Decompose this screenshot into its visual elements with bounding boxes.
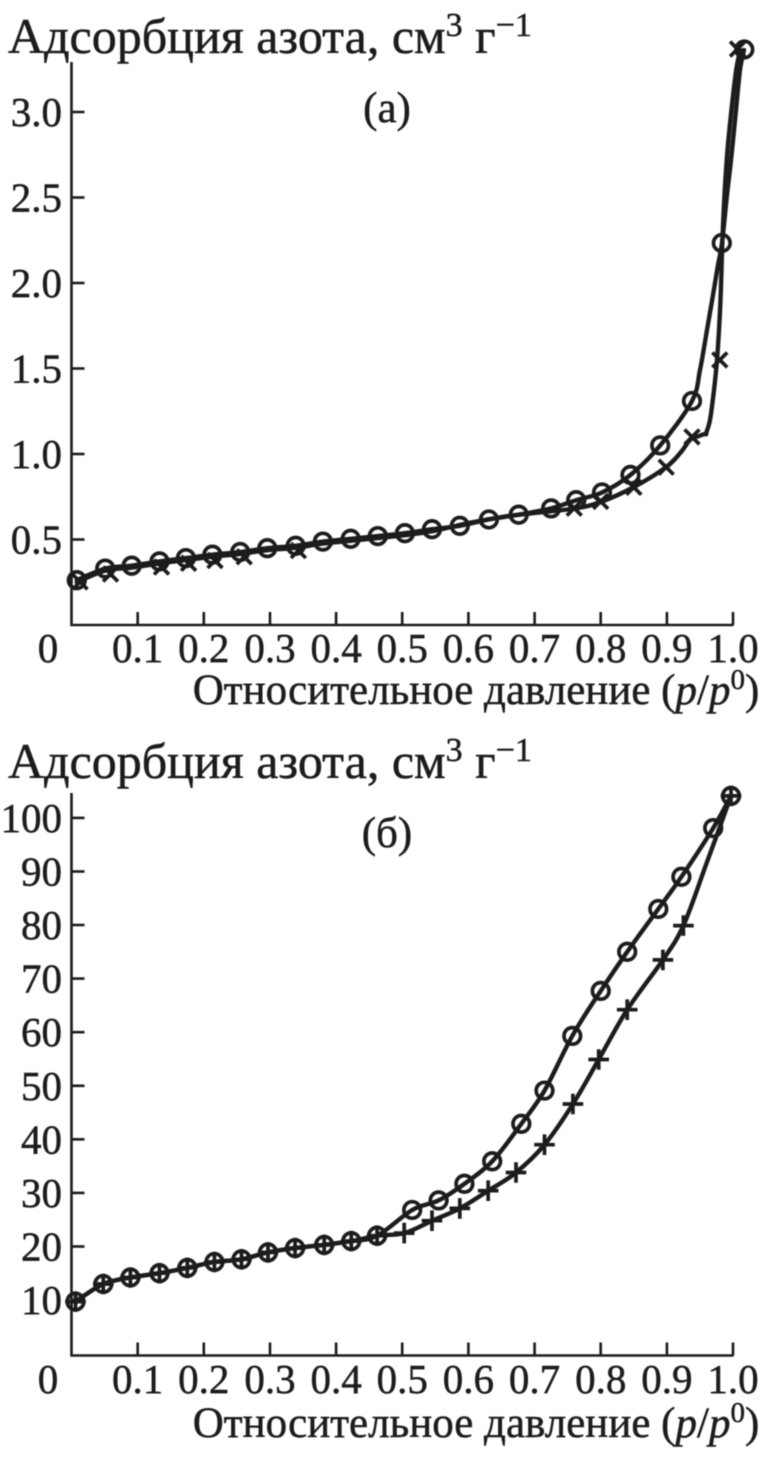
svg-text:10: 10	[21, 1277, 62, 1323]
svg-text:0.6: 0.6	[443, 625, 494, 671]
svg-text:0.9: 0.9	[641, 625, 692, 671]
svg-text:0.6: 0.6	[443, 1356, 494, 1402]
svg-text:90: 90	[21, 848, 62, 894]
svg-text:Адсорбция азота, см3 г−1: Адсорбция азота, см3 г−1	[8, 732, 532, 789]
svg-text:0.3: 0.3	[244, 625, 295, 671]
svg-text:70: 70	[21, 956, 62, 1002]
svg-text:0.5: 0.5	[377, 1356, 428, 1402]
svg-text:0.5: 0.5	[377, 625, 428, 671]
svg-text:Адсорбция азота, см3 г−1: Адсорбция азота, см3 г−1	[8, 7, 532, 64]
svg-text:0: 0	[38, 1356, 59, 1402]
svg-text:2.0: 2.0	[11, 260, 62, 306]
svg-text:0.2: 0.2	[178, 1356, 229, 1402]
svg-text:0.1: 0.1	[112, 625, 163, 671]
svg-text:Относительное давление (p/p0): Относительное давление (p/p0)	[193, 1397, 760, 1447]
svg-text:0.1: 0.1	[112, 1356, 163, 1402]
svg-text:0.7: 0.7	[509, 625, 560, 671]
svg-text:0.4: 0.4	[310, 1356, 361, 1402]
svg-text:30: 30	[21, 1170, 62, 1216]
svg-text:0.9: 0.9	[641, 1356, 692, 1402]
svg-text:80: 80	[21, 902, 62, 948]
svg-text:0.7: 0.7	[509, 1356, 560, 1402]
svg-text:(б): (б)	[362, 810, 413, 857]
svg-text:(а): (а)	[363, 85, 411, 132]
svg-text:0: 0	[38, 625, 59, 671]
svg-text:60: 60	[21, 1009, 62, 1055]
svg-text:100: 100	[1, 795, 63, 841]
svg-text:1.5: 1.5	[11, 346, 62, 392]
svg-text:0.8: 0.8	[575, 1356, 626, 1402]
svg-text:0.3: 0.3	[244, 1356, 295, 1402]
svg-text:1.0: 1.0	[707, 625, 758, 671]
svg-text:20: 20	[21, 1223, 62, 1269]
svg-text:0.5: 0.5	[11, 517, 62, 563]
svg-text:Относительное давление (p/p0): Относительное давление (p/p0)	[193, 664, 760, 714]
svg-text:0.8: 0.8	[575, 625, 626, 671]
svg-text:2.5: 2.5	[11, 175, 62, 221]
svg-text:1.0: 1.0	[11, 431, 62, 477]
svg-text:3.0: 3.0	[11, 89, 62, 135]
svg-text:0.2: 0.2	[178, 625, 229, 671]
svg-text:50: 50	[21, 1063, 62, 1109]
svg-text:1.0: 1.0	[707, 1356, 758, 1402]
svg-text:40: 40	[21, 1116, 62, 1162]
svg-text:0.4: 0.4	[310, 625, 361, 671]
